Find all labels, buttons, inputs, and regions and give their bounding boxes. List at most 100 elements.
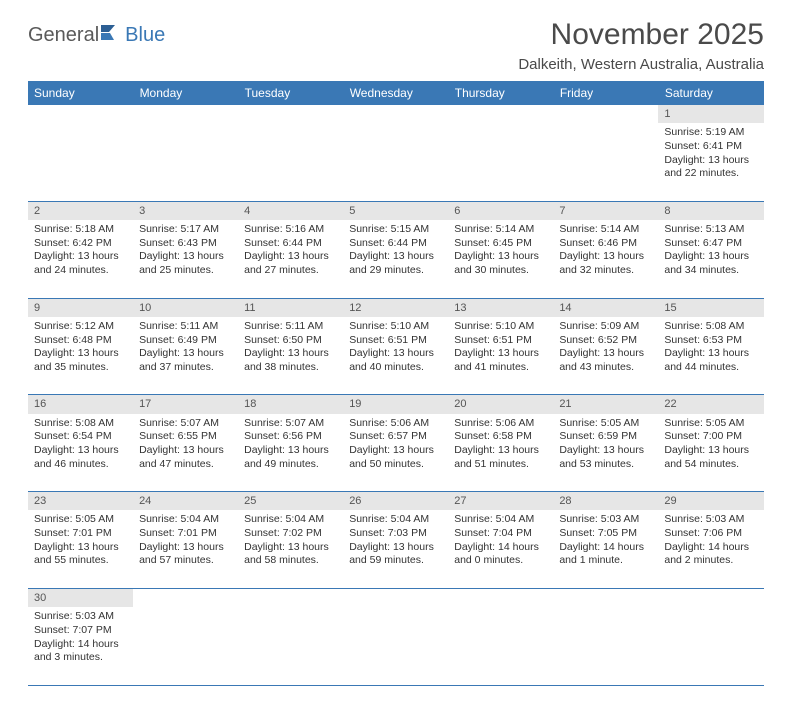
- daylight-text: and 41 minutes.: [454, 361, 547, 375]
- sunset-text: Sunset: 6:46 PM: [559, 237, 652, 251]
- logo: General Blue: [28, 24, 165, 47]
- daylight-text: Daylight: 13 hours: [139, 250, 232, 264]
- daynum-cell: 27: [448, 492, 553, 511]
- daylight-text: and 59 minutes.: [349, 554, 442, 568]
- day-cell-body: Sunrise: 5:04 AMSunset: 7:03 PMDaylight:…: [343, 510, 448, 572]
- day-cell-body: Sunrise: 5:06 AMSunset: 6:58 PMDaylight:…: [448, 414, 553, 476]
- daylight-text: Daylight: 13 hours: [34, 444, 127, 458]
- day-cell: Sunrise: 5:04 AMSunset: 7:02 PMDaylight:…: [238, 510, 343, 588]
- daynum-cell: 20: [448, 395, 553, 414]
- daynum-cell: 6: [448, 201, 553, 220]
- dayhead-sat: Saturday: [658, 81, 763, 105]
- day-cell: Sunrise: 5:11 AMSunset: 6:50 PMDaylight:…: [238, 317, 343, 395]
- sunrise-text: Sunrise: 5:05 AM: [34, 513, 127, 527]
- sunrise-text: Sunrise: 5:10 AM: [349, 320, 442, 334]
- week-row: Sunrise: 5:12 AMSunset: 6:48 PMDaylight:…: [28, 317, 764, 395]
- daylight-text: and 58 minutes.: [244, 554, 337, 568]
- sunrise-text: Sunrise: 5:03 AM: [559, 513, 652, 527]
- daylight-text: and 0 minutes.: [454, 554, 547, 568]
- sunset-text: Sunset: 6:43 PM: [139, 237, 232, 251]
- day-cell: Sunrise: 5:05 AMSunset: 6:59 PMDaylight:…: [553, 414, 658, 492]
- daynum-row: 2345678: [28, 201, 764, 220]
- daylight-text: Daylight: 13 hours: [454, 444, 547, 458]
- daynum-cell: 4: [238, 201, 343, 220]
- dayhead-thu: Thursday: [448, 81, 553, 105]
- day-number: 29: [664, 495, 676, 507]
- daylight-text: Daylight: 13 hours: [34, 250, 127, 264]
- daynum-cell: 14: [553, 298, 658, 317]
- daylight-text: Daylight: 13 hours: [349, 444, 442, 458]
- day-cell: [448, 123, 553, 201]
- daynum-cell: 11: [238, 298, 343, 317]
- daynum-cell: 12: [343, 298, 448, 317]
- daynum-cell: 26: [343, 492, 448, 511]
- daynum-cell: [133, 105, 238, 123]
- sunset-text: Sunset: 7:01 PM: [139, 527, 232, 541]
- dayhead-tue: Tuesday: [238, 81, 343, 105]
- sunset-text: Sunset: 6:58 PM: [454, 430, 547, 444]
- daynum-row: 30: [28, 588, 764, 607]
- day-cell: Sunrise: 5:12 AMSunset: 6:48 PMDaylight:…: [28, 317, 133, 395]
- day-cell: [343, 607, 448, 685]
- sunrise-text: Sunrise: 5:16 AM: [244, 223, 337, 237]
- page-title: November 2025: [518, 18, 764, 52]
- day-cell: [238, 123, 343, 201]
- day-cell-body: Sunrise: 5:15 AMSunset: 6:44 PMDaylight:…: [343, 220, 448, 282]
- sunrise-text: Sunrise: 5:04 AM: [139, 513, 232, 527]
- sunrise-text: Sunrise: 5:05 AM: [559, 417, 652, 431]
- day-number: 8: [664, 205, 670, 217]
- daylight-text: Daylight: 13 hours: [349, 347, 442, 361]
- daylight-text: Daylight: 13 hours: [139, 347, 232, 361]
- dayhead-fri: Friday: [553, 81, 658, 105]
- daylight-text: and 25 minutes.: [139, 264, 232, 278]
- sunrise-text: Sunrise: 5:14 AM: [454, 223, 547, 237]
- daylight-text: and 34 minutes.: [664, 264, 757, 278]
- daylight-text: and 27 minutes.: [244, 264, 337, 278]
- day-number: 16: [34, 398, 46, 410]
- daylight-text: and 47 minutes.: [139, 458, 232, 472]
- week-row: Sunrise: 5:05 AMSunset: 7:01 PMDaylight:…: [28, 510, 764, 588]
- day-number: 17: [139, 398, 151, 410]
- sunrise-text: Sunrise: 5:19 AM: [664, 126, 757, 140]
- sunset-text: Sunset: 7:00 PM: [664, 430, 757, 444]
- daynum-cell: [343, 105, 448, 123]
- week-row: Sunrise: 5:08 AMSunset: 6:54 PMDaylight:…: [28, 414, 764, 492]
- day-cell-body: Sunrise: 5:04 AMSunset: 7:02 PMDaylight:…: [238, 510, 343, 572]
- daylight-text: Daylight: 13 hours: [139, 444, 232, 458]
- sunset-text: Sunset: 6:57 PM: [349, 430, 442, 444]
- sunrise-text: Sunrise: 5:08 AM: [34, 417, 127, 431]
- day-cell: [343, 123, 448, 201]
- sunset-text: Sunset: 6:55 PM: [139, 430, 232, 444]
- daynum-cell: [448, 105, 553, 123]
- daylight-text: Daylight: 13 hours: [664, 347, 757, 361]
- day-cell: [553, 607, 658, 685]
- daylight-text: and 29 minutes.: [349, 264, 442, 278]
- day-cell: Sunrise: 5:09 AMSunset: 6:52 PMDaylight:…: [553, 317, 658, 395]
- day-cell-body: Sunrise: 5:11 AMSunset: 6:49 PMDaylight:…: [133, 317, 238, 379]
- daylight-text: Daylight: 13 hours: [559, 444, 652, 458]
- day-cell: Sunrise: 5:11 AMSunset: 6:49 PMDaylight:…: [133, 317, 238, 395]
- sunset-text: Sunset: 7:01 PM: [34, 527, 127, 541]
- sunset-text: Sunset: 6:51 PM: [454, 334, 547, 348]
- daylight-text: Daylight: 14 hours: [664, 541, 757, 555]
- day-cell: Sunrise: 5:07 AMSunset: 6:55 PMDaylight:…: [133, 414, 238, 492]
- day-number: 9: [34, 302, 40, 314]
- day-cell-body: Sunrise: 5:16 AMSunset: 6:44 PMDaylight:…: [238, 220, 343, 282]
- sunrise-text: Sunrise: 5:05 AM: [664, 417, 757, 431]
- day-cell-body: Sunrise: 5:03 AMSunset: 7:06 PMDaylight:…: [658, 510, 763, 572]
- day-number: 27: [454, 495, 466, 507]
- daylight-text: and 38 minutes.: [244, 361, 337, 375]
- day-cell-body: Sunrise: 5:10 AMSunset: 6:51 PMDaylight:…: [343, 317, 448, 379]
- day-cell: Sunrise: 5:14 AMSunset: 6:45 PMDaylight:…: [448, 220, 553, 298]
- sunset-text: Sunset: 6:50 PM: [244, 334, 337, 348]
- day-cell-body: Sunrise: 5:12 AMSunset: 6:48 PMDaylight:…: [28, 317, 133, 379]
- sunset-text: Sunset: 6:54 PM: [34, 430, 127, 444]
- day-cell: Sunrise: 5:13 AMSunset: 6:47 PMDaylight:…: [658, 220, 763, 298]
- sunset-text: Sunset: 6:41 PM: [664, 140, 757, 154]
- daylight-text: Daylight: 13 hours: [454, 250, 547, 264]
- day-cell: Sunrise: 5:17 AMSunset: 6:43 PMDaylight:…: [133, 220, 238, 298]
- daynum-cell: 18: [238, 395, 343, 414]
- day-number: 10: [139, 302, 151, 314]
- sunset-text: Sunset: 7:06 PM: [664, 527, 757, 541]
- daylight-text: Daylight: 13 hours: [559, 347, 652, 361]
